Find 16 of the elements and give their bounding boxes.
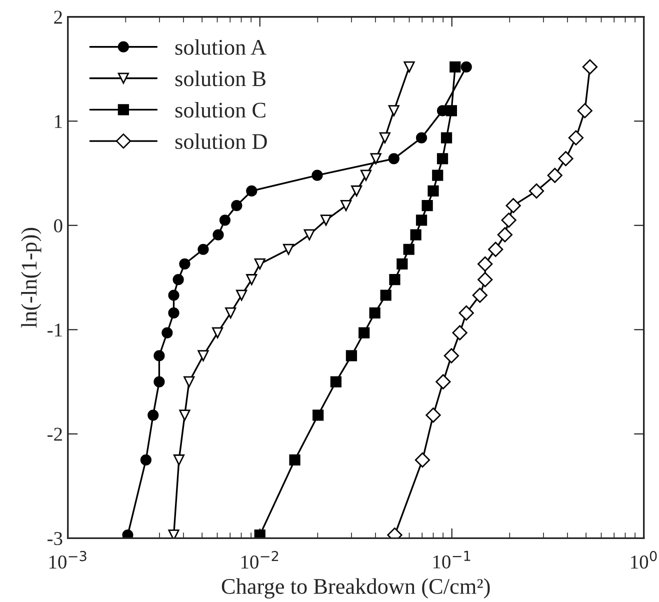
legend-label: solution B — [175, 70, 266, 86]
y-tick-label: -2 — [48, 428, 62, 441]
y-tick-label: 0 — [54, 219, 62, 232]
x-tick-label: 10$^{0}$ — [631, 550, 657, 569]
legend-label: solution C — [175, 102, 266, 118]
x-axis-title: Charge to Breakdown (C/cm²) — [222, 578, 490, 599]
x-tick-label: 10$^{−2}$ — [241, 550, 278, 569]
x-tick-label: 10$^{−1}$ — [433, 550, 470, 568]
legend-label: solution D — [175, 133, 267, 150]
y-tick-label: 2 — [54, 10, 62, 24]
y-axis-title: ln(-ln(1-p)) — [21, 228, 42, 328]
y-tick-label: -1 — [48, 324, 62, 336]
legend-label: solution A — [175, 39, 266, 55]
x-tick-label: 10$^{−3}$ — [49, 550, 86, 569]
y-tick-label: 1 — [55, 115, 62, 128]
y-tick-label: -3 — [48, 532, 62, 546]
